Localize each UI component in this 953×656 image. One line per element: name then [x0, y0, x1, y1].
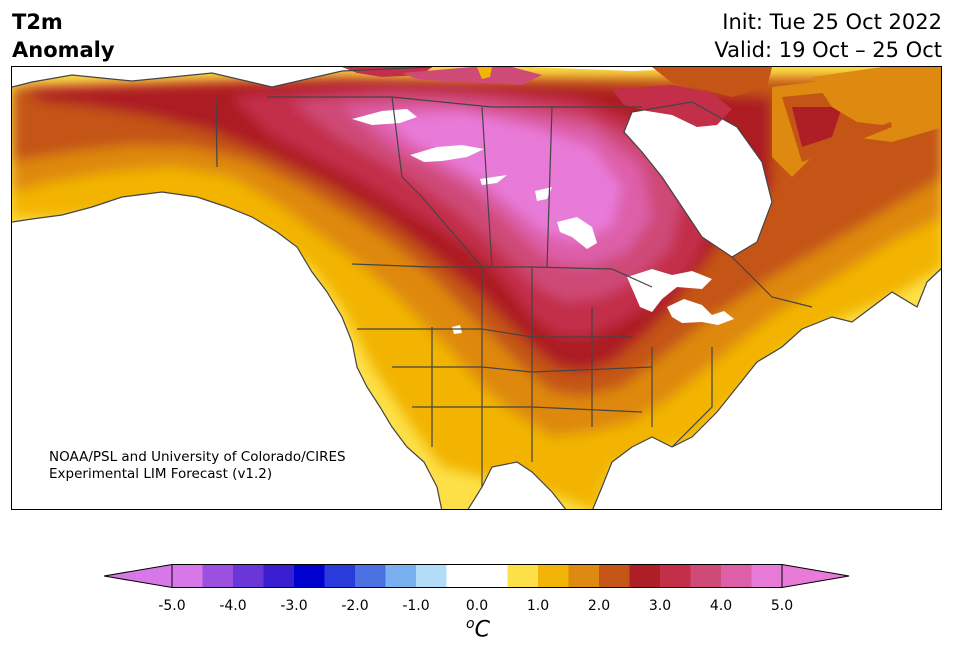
forecast-dates: Init: Tue 25 Oct 2022 Valid: 19 Oct – 25…: [714, 8, 942, 64]
colorbar-tick-label: -5.0: [158, 598, 186, 614]
anomaly-map: [11, 66, 942, 510]
colorbar-tick-label: 0.0: [465, 598, 489, 614]
colorbar-cells: [172, 564, 783, 588]
title-line-variable: T2m: [12, 10, 63, 34]
colorbar-cell: [599, 564, 630, 588]
colorbar-cell: [507, 564, 539, 588]
colorbar-over-extension: [781, 564, 850, 588]
colorbar-cell: [751, 564, 783, 588]
colorbar-cell: [324, 564, 356, 588]
colorbar-cell: [538, 564, 569, 588]
colorbar-tick-label: 1.0: [526, 598, 550, 614]
colorbar-tick-label: -4.0: [219, 598, 247, 614]
colorbar-tick-label: 3.0: [648, 598, 672, 614]
valid-range: Valid: 19 Oct – 25 Oct: [714, 38, 942, 62]
colorbar-cell: [416, 564, 447, 588]
colorbar-tick-label: 5.0: [770, 598, 794, 614]
colorbar-tick-label: -1.0: [402, 598, 430, 614]
colorbar-cell: [446, 564, 478, 588]
colorbar-tick-labels: -5.0 -4.0 -3.0 -2.0 -1.0 0.0 1.0 2.0 3.0 4.0 5.0: [0, 598, 953, 618]
colorbar-tick-label: -2.0: [341, 598, 369, 614]
colorbar-cell: [233, 564, 264, 588]
colorbar-tick-label: 2.0: [587, 598, 611, 614]
degree-mark: o: [466, 616, 475, 632]
borders: [12, 67, 941, 509]
credit-line-2: Experimental LIM Forecast (v1.2): [49, 466, 273, 482]
colorbar-under-extension: [104, 564, 173, 588]
colorbar: [104, 564, 850, 588]
colorbar-cell: [385, 564, 417, 588]
colorbar-cell: [294, 564, 325, 588]
map-canvas: [12, 67, 941, 509]
colorbar-tick-label: 4.0: [709, 598, 733, 614]
colorbar-cell: [355, 564, 386, 588]
colorbar-cell: [721, 564, 752, 588]
anomaly-field: [12, 67, 941, 509]
colorbar-cell: [172, 564, 203, 588]
unit-letter: C: [474, 617, 490, 643]
map-title: T2m Anomaly: [12, 8, 115, 64]
colorbar-unit-label: oC: [466, 616, 490, 642]
colorbar-tick-label: -3.0: [280, 598, 308, 614]
colorbar-cell: [660, 564, 691, 588]
colorbar-cell: [202, 564, 234, 588]
colorbar-cell: [263, 564, 295, 588]
colorbar-cell: [690, 564, 722, 588]
init-date: Init: Tue 25 Oct 2022: [722, 10, 942, 34]
colorbar-cell: [629, 564, 661, 588]
colorbar-cell: [477, 564, 508, 588]
credit-line-1: NOAA/PSL and University of Colorado/CIRE…: [49, 449, 346, 465]
credit-text: NOAA/PSL and University of Colorado/CIRE…: [49, 449, 346, 483]
title-line-anomaly: Anomaly: [12, 38, 115, 62]
colorbar-cell: [568, 564, 600, 588]
